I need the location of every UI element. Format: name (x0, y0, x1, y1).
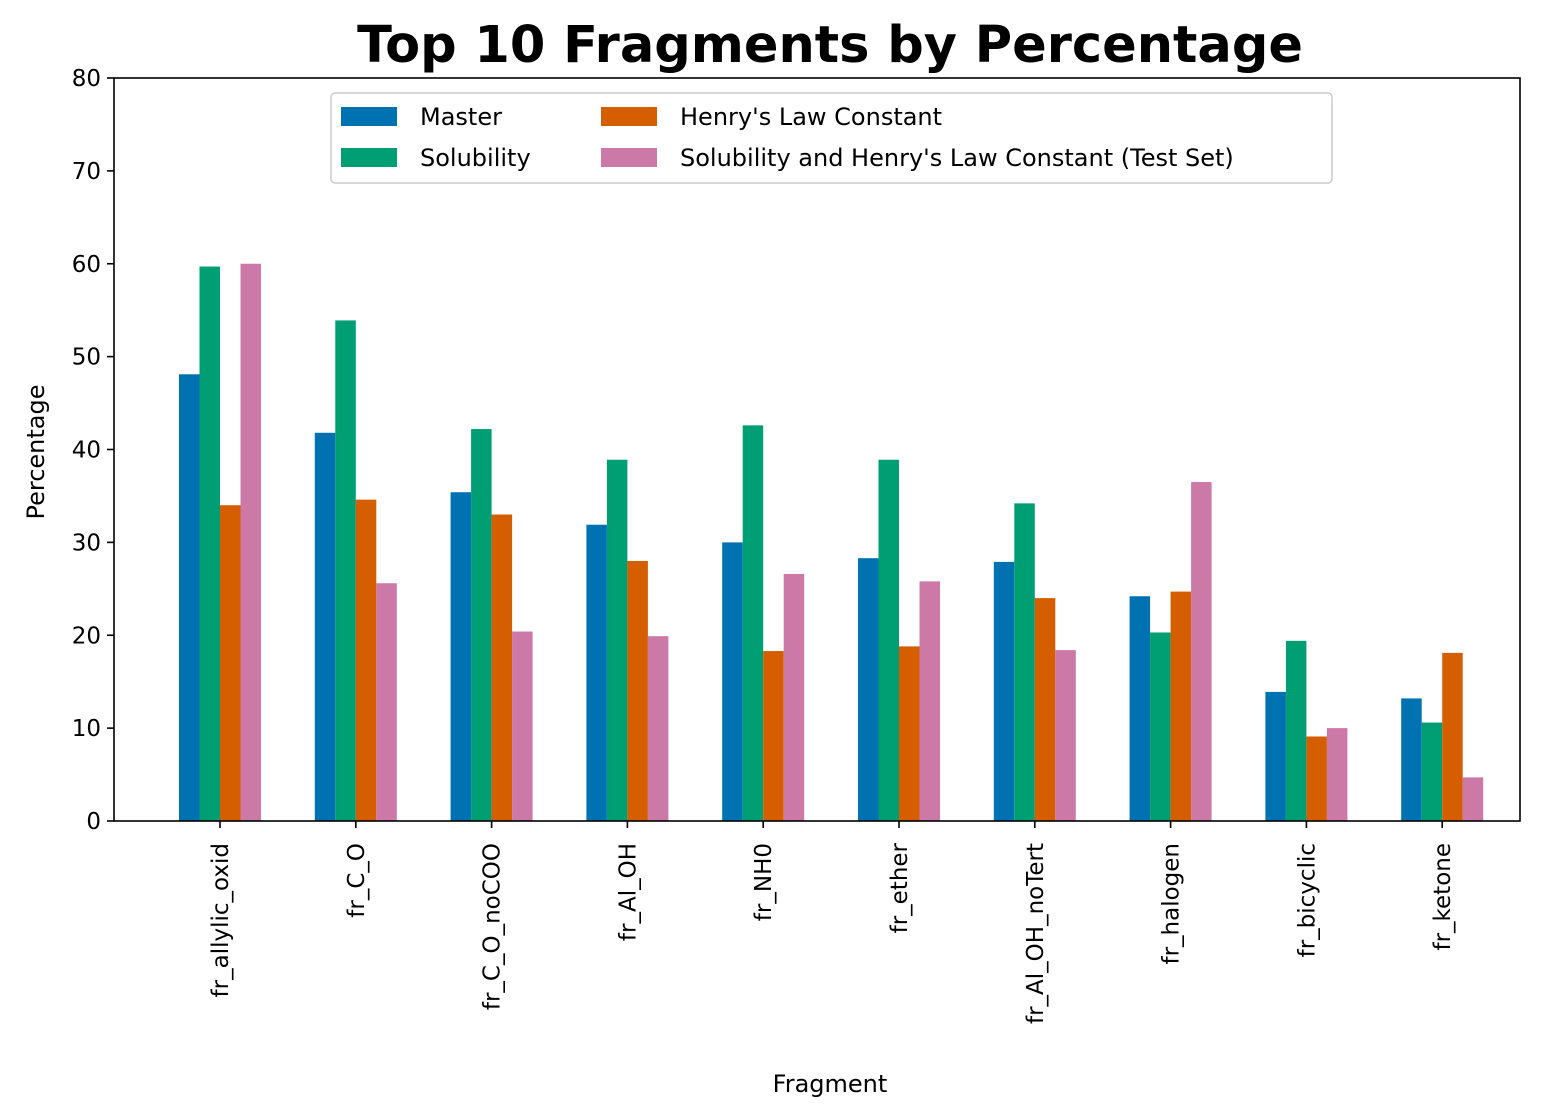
bar-master-fr_C_O (314, 432, 336, 821)
y-tick-label: 50 (72, 345, 101, 371)
bar-henry-s-law-constant-fr_Al_OH_noTert (1034, 598, 1056, 821)
x-tick-label: fr_allylic_oxid (208, 843, 234, 997)
x-axis: fr_allylic_oxid fr_C_O fr_C_O_noCOO fr_Al_O… (208, 821, 1456, 1024)
y-tick-label: 60 (72, 252, 101, 278)
legend-swatch-solubility-and-henry-s-law-constant-test-set (601, 148, 657, 167)
x-tick-label: fr_C_O_noCOO (480, 843, 506, 1010)
bar-master-fr_allylic_oxid (179, 374, 200, 821)
bar-solubility-and-henry-s-law-constant-test-set-fr_NH0 (783, 573, 805, 821)
y-tick-label: 40 (72, 438, 101, 464)
x-tick-label: fr_Al_OH_noTert (1023, 843, 1049, 1024)
bar-solubility-fr_allylic_oxid (199, 266, 220, 821)
x-tick-label: fr_ether (887, 842, 913, 933)
x-tick-label: fr_C_O (344, 843, 370, 918)
y-tick-label: 10 (72, 716, 101, 742)
bar-master-fr_ether (858, 558, 879, 821)
bar-master-fr_bicyclic (1265, 691, 1286, 821)
x-tick-label: fr_NH0 (751, 843, 777, 921)
bar-henry-s-law-constant-fr_allylic_oxid (220, 505, 241, 821)
y-tick-label: 80 (72, 66, 101, 92)
bar-master-fr_ketone (1401, 698, 1422, 821)
bar-solubility-and-henry-s-law-constant-test-set-fr_ether (919, 581, 940, 821)
bar-henry-s-law-constant-fr_NH0 (763, 651, 784, 821)
legend-label-solubility: Solubility (420, 144, 531, 172)
bar-master-fr_C_O_noCOO (450, 492, 472, 821)
bar-solubility-and-henry-s-law-constant-test-set-fr_Al_OH (647, 636, 669, 821)
bar-solubility-and-henry-s-law-constant-test-set-fr_Al_OH_noTert (1055, 650, 1076, 821)
bar-solubility-and-henry-s-law-constant-test-set-fr_halogen (1191, 482, 1212, 821)
bar-henry-s-law-constant-fr_C_O (355, 499, 377, 821)
x-tick-label: fr_Al_OH (615, 843, 641, 941)
bar-solubility-and-henry-s-law-constant-test-set-fr_C_O_noCOO (512, 631, 533, 821)
bar-solubility-and-henry-s-law-constant-test-set-fr_C_O (376, 583, 397, 821)
legend-box (330, 92, 1333, 184)
bar-master-fr_Al_OH (586, 524, 607, 821)
bar-henry-s-law-constant-fr_halogen (1170, 591, 1192, 821)
bar-master-fr_Al_OH_noTert (993, 561, 1015, 821)
bar-solubility-fr_bicyclic (1285, 640, 1307, 821)
bar-henry-s-law-constant-fr_ether (899, 646, 920, 821)
bar-master-fr_halogen (1129, 596, 1151, 821)
bar-master-fr_NH0 (722, 542, 743, 821)
bar-solubility-and-henry-s-law-constant-test-set-fr_allylic_oxid (240, 263, 261, 821)
x-tick-label: fr_bicyclic (1294, 843, 1320, 957)
bar-solubility-fr_halogen (1150, 632, 1171, 821)
x-tick-label: fr_ketone (1430, 843, 1456, 951)
x-axis-label: Fragment (773, 1070, 888, 1098)
bar-solubility-and-henry-s-law-constant-test-set-fr_bicyclic (1326, 728, 1348, 821)
bar-solubility-fr_Al_OH (606, 459, 628, 821)
y-tick-label: 70 (72, 159, 101, 185)
legend-label-solubility-and-henry-s-law-constant-test-set: Solubility and Henry's Law Constant (Tes… (680, 144, 1234, 172)
y-tick-label: 20 (72, 623, 101, 649)
bar-henry-s-law-constant-fr_ketone (1442, 652, 1463, 821)
y-tick-label: 30 (72, 530, 101, 556)
bars-layer (179, 263, 1484, 821)
chart-title: Top 10 Fragments by Percentage (357, 16, 1303, 75)
legend-swatch-master (341, 107, 397, 126)
legend-swatch-henry-s-law-constant (601, 107, 657, 126)
bar-solubility-fr_ketone (1421, 722, 1443, 821)
bar-solubility-fr_C_O (335, 320, 356, 821)
y-axis: 0 10 20 30 40 50 60 70 80 (72, 66, 114, 835)
bar-solubility-fr_Al_OH_noTert (1014, 503, 1035, 821)
y-axis-label: Percentage (22, 384, 50, 519)
bar-solubility-fr_C_O_noCOO (471, 429, 492, 821)
bar-solubility-fr_NH0 (742, 425, 764, 821)
bar-henry-s-law-constant-fr_C_O_noCOO (491, 514, 513, 821)
bar-henry-s-law-constant-fr_bicyclic (1306, 736, 1327, 821)
bar-solubility-and-henry-s-law-constant-test-set-fr_ketone (1462, 777, 1484, 821)
legend-label-henry-s-law-constant: Henry's Law Constant (680, 103, 942, 131)
bar-henry-s-law-constant-fr_Al_OH (627, 560, 648, 821)
x-tick-label: fr_halogen (1159, 843, 1185, 965)
legend-swatch-solubility (341, 148, 397, 167)
y-tick-label: 0 (86, 809, 101, 835)
bar-solubility-fr_ether (878, 459, 899, 821)
legend-label-master: Master (420, 103, 502, 131)
legend: Master Solubility Henry's Law Constant Solu… (330, 92, 1333, 184)
